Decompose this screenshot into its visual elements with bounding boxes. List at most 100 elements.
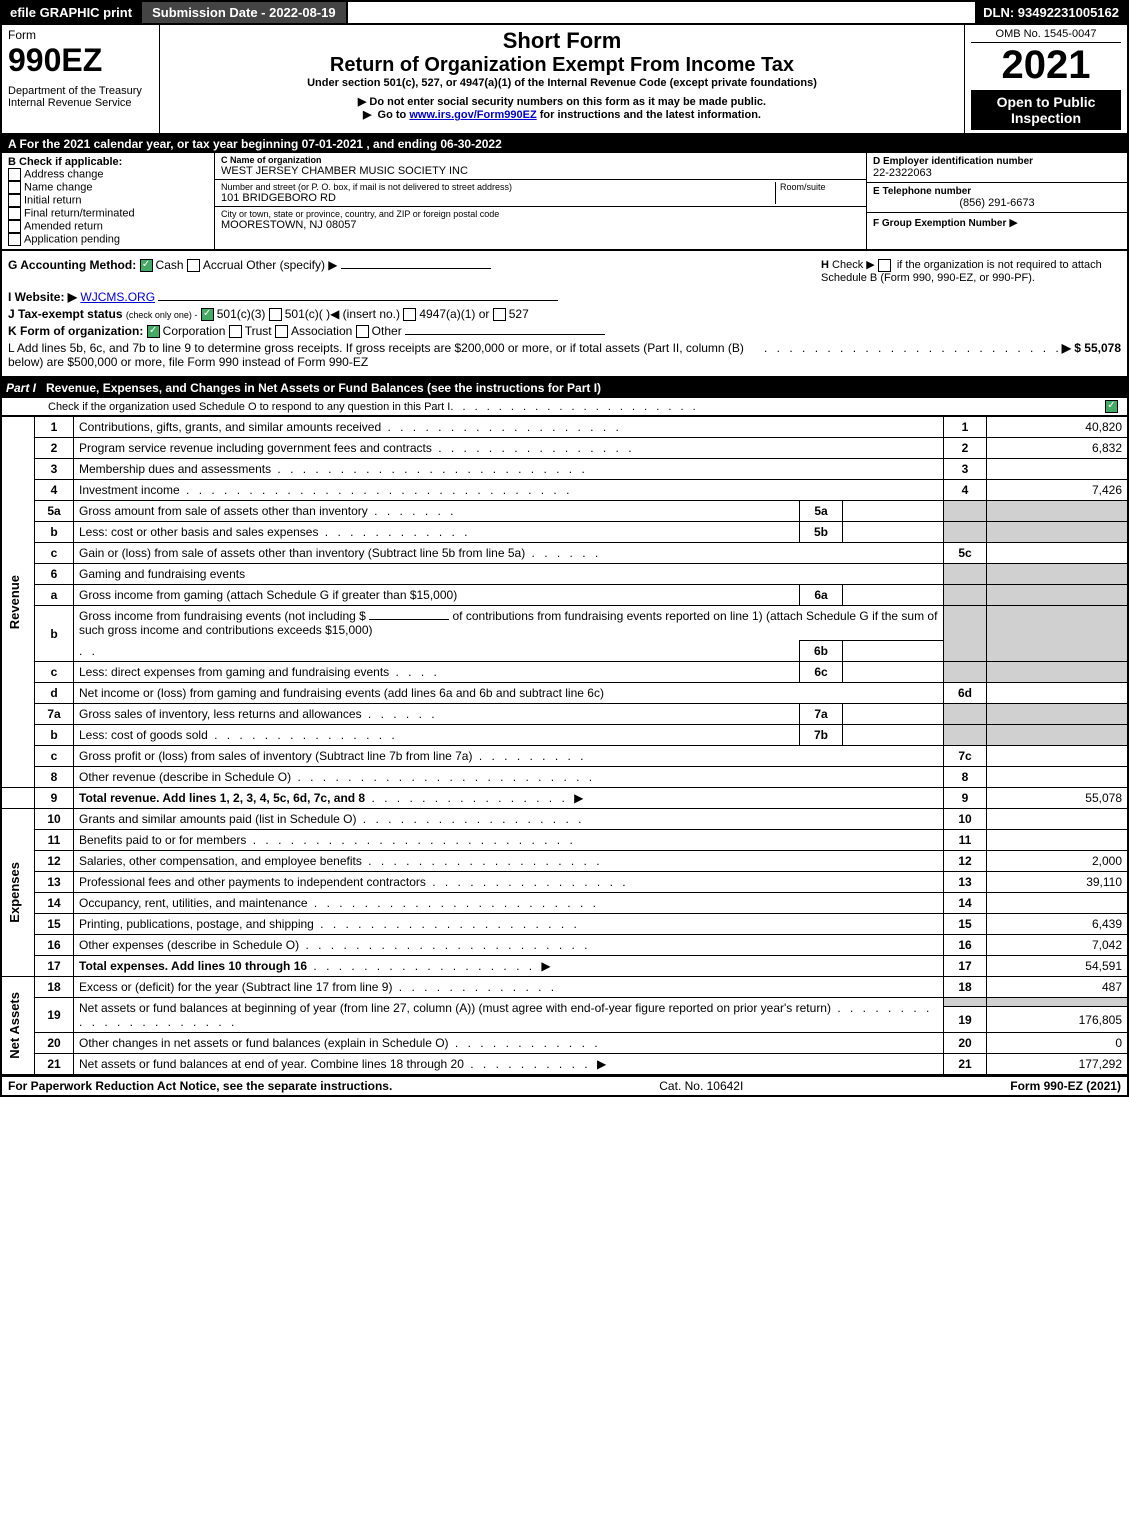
line-5b-sub: 5b bbox=[800, 522, 843, 543]
box-b: B Check if applicable: Address change Na… bbox=[2, 153, 215, 249]
line-7b-sub: 7b bbox=[800, 725, 843, 746]
line-7b-subv bbox=[843, 725, 944, 746]
line-5a-subv bbox=[843, 501, 944, 522]
line-4-val: 7,426 bbox=[987, 480, 1129, 501]
line-4-no: 4 bbox=[35, 480, 74, 501]
check-final[interactable] bbox=[8, 207, 21, 220]
org-name: WEST JERSEY CHAMBER MUSIC SOCIETY INC bbox=[221, 165, 860, 177]
check-h[interactable] bbox=[878, 259, 891, 272]
website-link[interactable]: WJCMS.ORG bbox=[80, 290, 155, 304]
shaded-cell bbox=[987, 501, 1129, 522]
line-8-val bbox=[987, 767, 1129, 788]
footer-cat-no: Cat. No. 10642I bbox=[659, 1079, 743, 1093]
line-6a-sub: 6a bbox=[800, 585, 843, 606]
goto-line: Go to www.irs.gov/Form990EZ for instruct… bbox=[166, 108, 958, 121]
box-e-label: E Telephone number bbox=[873, 186, 1121, 197]
line-21-no: 21 bbox=[35, 1054, 74, 1076]
line-20-num: 20 bbox=[944, 1033, 987, 1054]
dln-label: DLN: 93492231005162 bbox=[975, 2, 1127, 23]
line-1-desc: Contributions, gifts, grants, and simila… bbox=[79, 420, 381, 434]
line-12-desc: Salaries, other compensation, and employ… bbox=[79, 854, 362, 868]
short-form-title: Short Form bbox=[166, 28, 958, 54]
line-13-num: 13 bbox=[944, 872, 987, 893]
line-5c-desc: Gain or (loss) from sale of assets other… bbox=[79, 546, 525, 560]
line-9-no: 9 bbox=[35, 788, 74, 809]
check-cash[interactable]: ✓ bbox=[140, 259, 153, 272]
line-6d-num: 6d bbox=[944, 683, 987, 704]
accrual-label: Accrual bbox=[203, 258, 243, 272]
check-501c[interactable] bbox=[269, 308, 282, 321]
check-4947[interactable] bbox=[403, 308, 416, 321]
part-1-check-row: Check if the organization used Schedule … bbox=[0, 398, 1129, 415]
line-16-desc: Other expenses (describe in Schedule O) bbox=[79, 938, 299, 952]
shaded-cell bbox=[987, 998, 1129, 1007]
trust-label: Trust bbox=[245, 324, 272, 338]
line-10-no: 10 bbox=[35, 809, 74, 830]
line-5b-subv bbox=[843, 522, 944, 543]
website-underline bbox=[158, 300, 558, 301]
goto-post: for instructions and the latest informat… bbox=[537, 109, 761, 121]
arrow-icon: ▶ bbox=[574, 791, 583, 805]
line-1-val: 40,820 bbox=[987, 416, 1129, 438]
part-1-check-text: Check if the organization used Schedule … bbox=[48, 401, 450, 413]
line-h-label: H bbox=[821, 259, 829, 271]
line-21-val: 177,292 bbox=[987, 1054, 1129, 1076]
check-address[interactable] bbox=[8, 168, 21, 181]
line-6c-no: c bbox=[35, 662, 74, 683]
line-1-no: 1 bbox=[35, 416, 74, 438]
check-trust[interactable] bbox=[229, 325, 242, 338]
box-d-label: D Employer identification number bbox=[873, 156, 1121, 167]
line-21-num: 21 bbox=[944, 1054, 987, 1076]
line-h-check: Check ▶ bbox=[832, 259, 875, 271]
line-2-val: 6,832 bbox=[987, 438, 1129, 459]
line-11-desc: Benefits paid to or for members bbox=[79, 833, 246, 847]
box-c-city-label: City or town, state or province, country… bbox=[221, 209, 860, 219]
check-501c3[interactable]: ✓ bbox=[201, 308, 214, 321]
check-corp[interactable]: ✓ bbox=[147, 325, 160, 338]
line-20-desc: Other changes in net assets or fund bala… bbox=[79, 1036, 449, 1050]
527-label: 527 bbox=[509, 307, 529, 321]
501c-label: 501(c)( )◀ (insert no.) bbox=[285, 307, 400, 321]
check-other-org[interactable] bbox=[356, 325, 369, 338]
other-specify-input[interactable] bbox=[341, 268, 491, 269]
line-6-no: 6 bbox=[35, 564, 74, 585]
line-k-label: K Form of organization: bbox=[8, 324, 143, 338]
line-6b-blank[interactable] bbox=[369, 619, 449, 620]
check-schedule-o[interactable]: ✓ bbox=[1105, 400, 1118, 413]
line-6c-subv bbox=[843, 662, 944, 683]
line-3-desc: Membership dues and assessments bbox=[79, 462, 271, 476]
check-pending[interactable] bbox=[8, 233, 21, 246]
line-6d-desc: Net income or (loss) from gaming and fun… bbox=[79, 686, 604, 700]
shaded-cell bbox=[987, 522, 1129, 543]
shaded-cell bbox=[944, 704, 987, 725]
check-amended-label: Amended return bbox=[24, 220, 103, 232]
line-3-val bbox=[987, 459, 1129, 480]
lines-g-to-l: G Accounting Method: ✓Cash Accrual Other… bbox=[0, 251, 1129, 378]
line-9-desc: Total revenue. Add lines 1, 2, 3, 4, 5c,… bbox=[79, 791, 365, 805]
irs-link[interactable]: www.irs.gov/Form990EZ bbox=[409, 109, 536, 121]
part-1-header: Part I Revenue, Expenses, and Changes in… bbox=[0, 378, 1129, 398]
line-14-desc: Occupancy, rent, utilities, and maintena… bbox=[79, 896, 308, 910]
revenue-sidebar: Revenue bbox=[7, 575, 22, 629]
shaded-cell bbox=[944, 585, 987, 606]
efile-print-label[interactable]: efile GRAPHIC print bbox=[2, 2, 142, 23]
check-assoc[interactable] bbox=[275, 325, 288, 338]
line-6-desc: Gaming and fundraising events bbox=[79, 567, 245, 581]
check-name[interactable] bbox=[8, 181, 21, 194]
other-specify-label: Other (specify) ▶ bbox=[246, 258, 337, 272]
check-initial[interactable] bbox=[8, 194, 21, 207]
line-j-label: J Tax-exempt status bbox=[8, 307, 123, 321]
check-accrual[interactable] bbox=[187, 259, 200, 272]
check-amended[interactable] bbox=[8, 220, 21, 233]
check-527[interactable] bbox=[493, 308, 506, 321]
other-org-input[interactable] bbox=[405, 334, 605, 335]
shaded-cell bbox=[987, 725, 1129, 746]
line-6c-desc: Less: direct expenses from gaming and fu… bbox=[79, 665, 389, 679]
line-5a-no: 5a bbox=[35, 501, 74, 522]
arrow-icon: ▶ bbox=[597, 1057, 606, 1071]
line-18-val: 487 bbox=[987, 977, 1129, 998]
part-1-table: Revenue 1 Contributions, gifts, grants, … bbox=[0, 415, 1129, 1076]
line-5a-desc: Gross amount from sale of assets other t… bbox=[79, 504, 368, 518]
line-g-label: G Accounting Method: bbox=[8, 258, 136, 272]
line-17-desc: Total expenses. Add lines 10 through 16 bbox=[79, 959, 307, 973]
